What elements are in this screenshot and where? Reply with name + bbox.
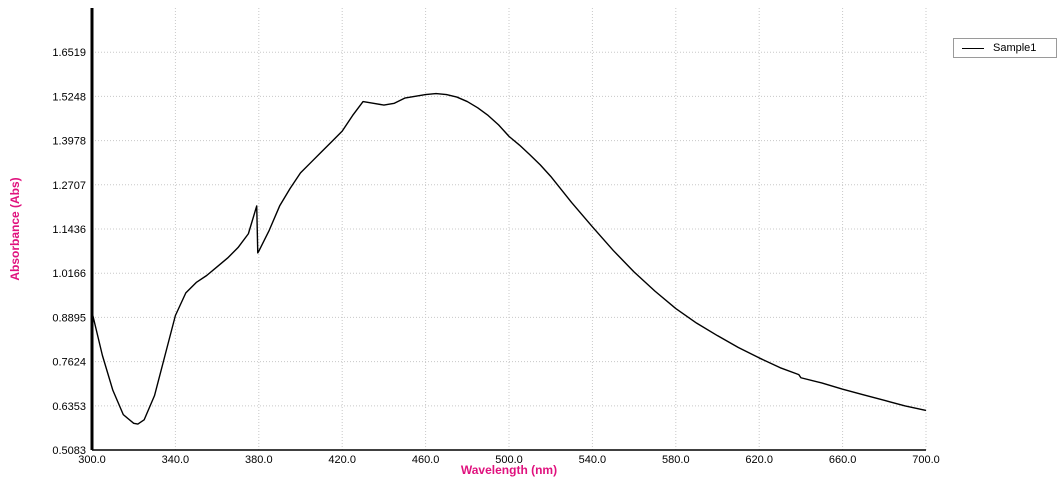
x-tick-label: 380.0: [245, 454, 273, 466]
y-tick-label: 0.8895: [52, 312, 86, 324]
grid-lines: [92, 8, 927, 450]
y-tick-label: 0.7624: [52, 357, 86, 369]
x-tick-label: 300.0: [78, 454, 106, 466]
x-tick-label: 660.0: [829, 454, 857, 466]
x-tick-label: 700.0: [912, 454, 940, 466]
x-tick-label: 420.0: [328, 454, 356, 466]
y-tick-label: 1.0166: [52, 268, 86, 280]
y-tick-label: 1.5248: [52, 91, 86, 103]
y-tick-labels: 0.5083 0.6353 0.7624 0.8895 1.0166 1.1436 1.27…: [52, 47, 86, 457]
y-tick-label: 1.6519: [52, 47, 86, 59]
x-tick-label: 620.0: [745, 454, 773, 466]
legend: Sample1: [953, 38, 1057, 58]
y-tick-label: 1.1436: [52, 224, 86, 236]
x-tick-label: 340.0: [162, 454, 190, 466]
x-axis-title: Wavelength (nm): [461, 463, 557, 477]
y-tick-label: 1.3978: [52, 136, 86, 148]
x-tick-label: 460.0: [412, 454, 440, 466]
y-tick-label: 0.6353: [52, 401, 86, 413]
x-tick-label: 580.0: [662, 454, 690, 466]
y-tick-label: 1.2707: [52, 180, 86, 192]
y-axis-title: Absorbance (Abs): [8, 177, 22, 280]
series-line-sample1: [91, 92, 927, 425]
legend-swatch-sample1: [962, 48, 984, 49]
y-tick-label: 0.5083: [52, 445, 86, 457]
x-tick-label: 500.0: [495, 454, 523, 466]
x-tick-label: 540.0: [579, 454, 607, 466]
legend-label-sample1: Sample1: [993, 42, 1037, 54]
x-tick-labels: 300.0 340.0 380.0 420.0 460.0 500.0 540.0 580.0…: [78, 454, 940, 466]
